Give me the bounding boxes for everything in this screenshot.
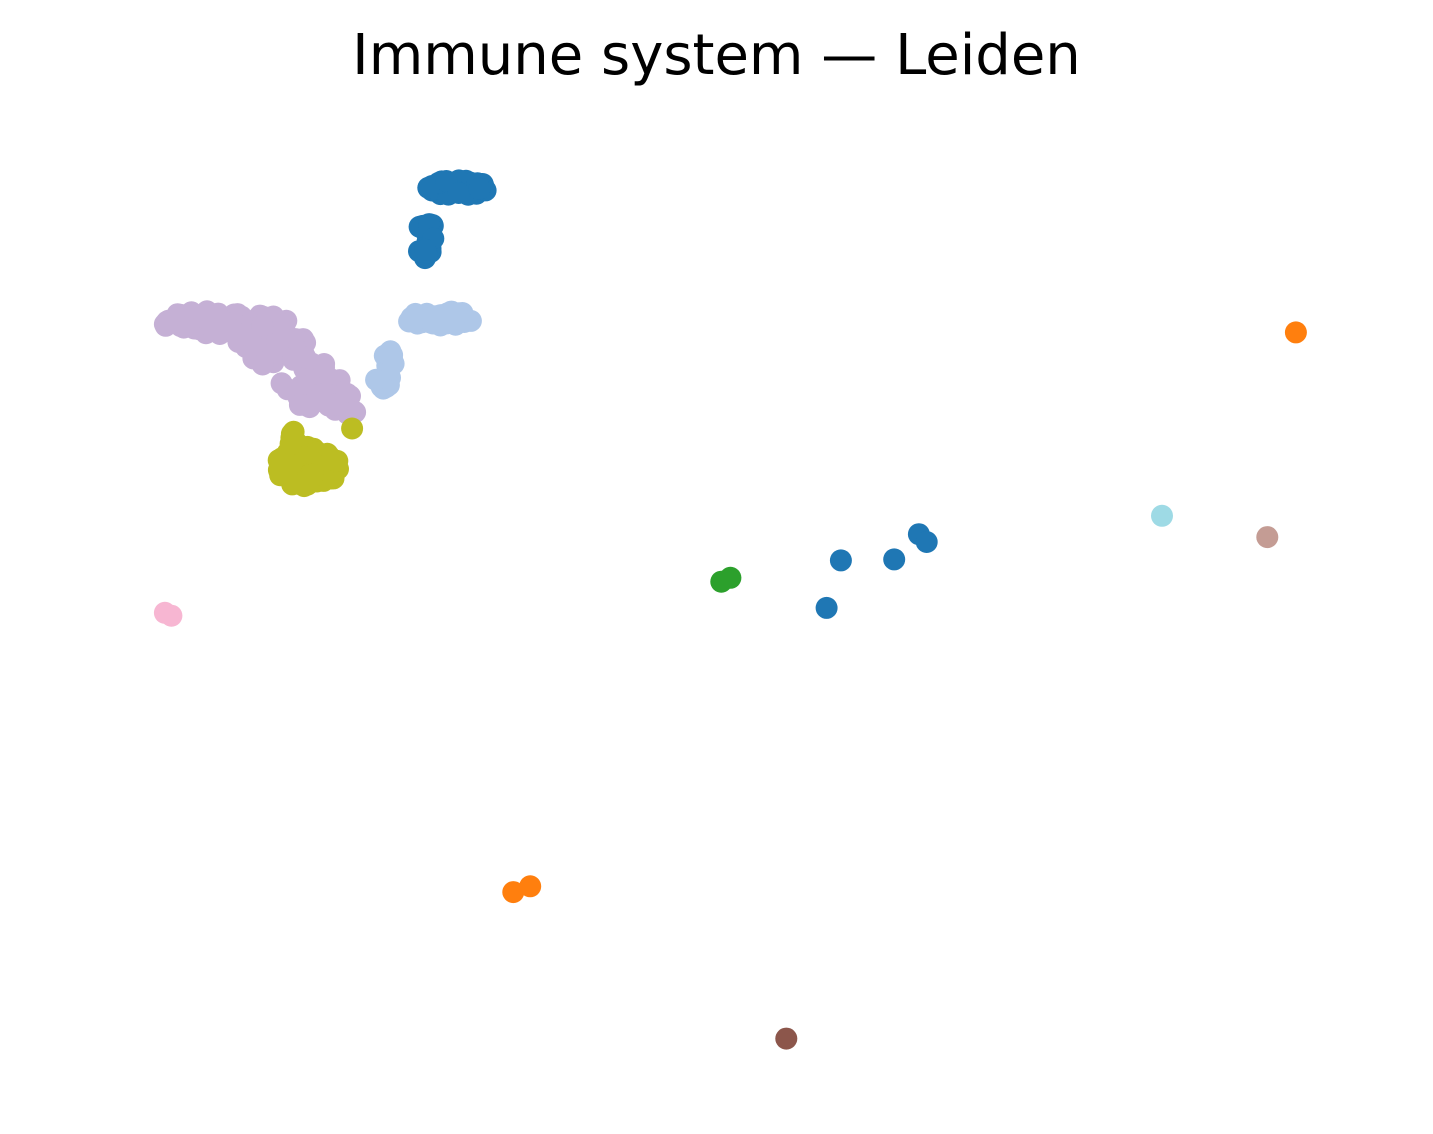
scatter-point xyxy=(719,566,742,589)
scatter-point xyxy=(815,596,838,619)
scatter-point xyxy=(281,426,304,449)
points-layer xyxy=(153,169,1307,1050)
scatter-point xyxy=(417,176,440,199)
scatter-point xyxy=(266,334,289,357)
scatter-point xyxy=(290,375,313,397)
scatter-point xyxy=(313,356,335,379)
scatter-point xyxy=(377,342,400,365)
scatter-point xyxy=(341,417,364,440)
scatter-point xyxy=(775,1027,798,1050)
scatter-point xyxy=(883,548,906,571)
scatter-point xyxy=(502,881,525,904)
scatter-point xyxy=(193,306,215,329)
scatter-point xyxy=(156,310,179,333)
scatter-point xyxy=(160,604,183,627)
scatter-point xyxy=(172,316,195,339)
scatter-point xyxy=(468,177,491,200)
scatter-point xyxy=(344,401,367,424)
scatter-point xyxy=(1256,526,1279,549)
scatter-point xyxy=(294,346,317,369)
scatter-point xyxy=(519,875,542,898)
scatter-point xyxy=(414,238,437,261)
scatter-point xyxy=(365,368,388,391)
scatter-point xyxy=(915,531,938,553)
scatter-point xyxy=(231,323,254,346)
scatter-point xyxy=(321,448,344,471)
scatter-point xyxy=(251,314,274,337)
scatter-point xyxy=(1284,321,1307,344)
scatter-point xyxy=(829,549,852,572)
scatter-point xyxy=(302,463,324,486)
scatter-point xyxy=(414,307,436,329)
scatter-point xyxy=(1151,504,1173,527)
scatter-point xyxy=(251,353,274,376)
scatter-point xyxy=(448,302,470,325)
scatter-point xyxy=(317,394,340,417)
scatter-point xyxy=(276,448,299,471)
scatter-point xyxy=(447,182,470,204)
chart-title: Immune system — Leiden xyxy=(352,23,1081,88)
scatter-point xyxy=(296,394,319,417)
